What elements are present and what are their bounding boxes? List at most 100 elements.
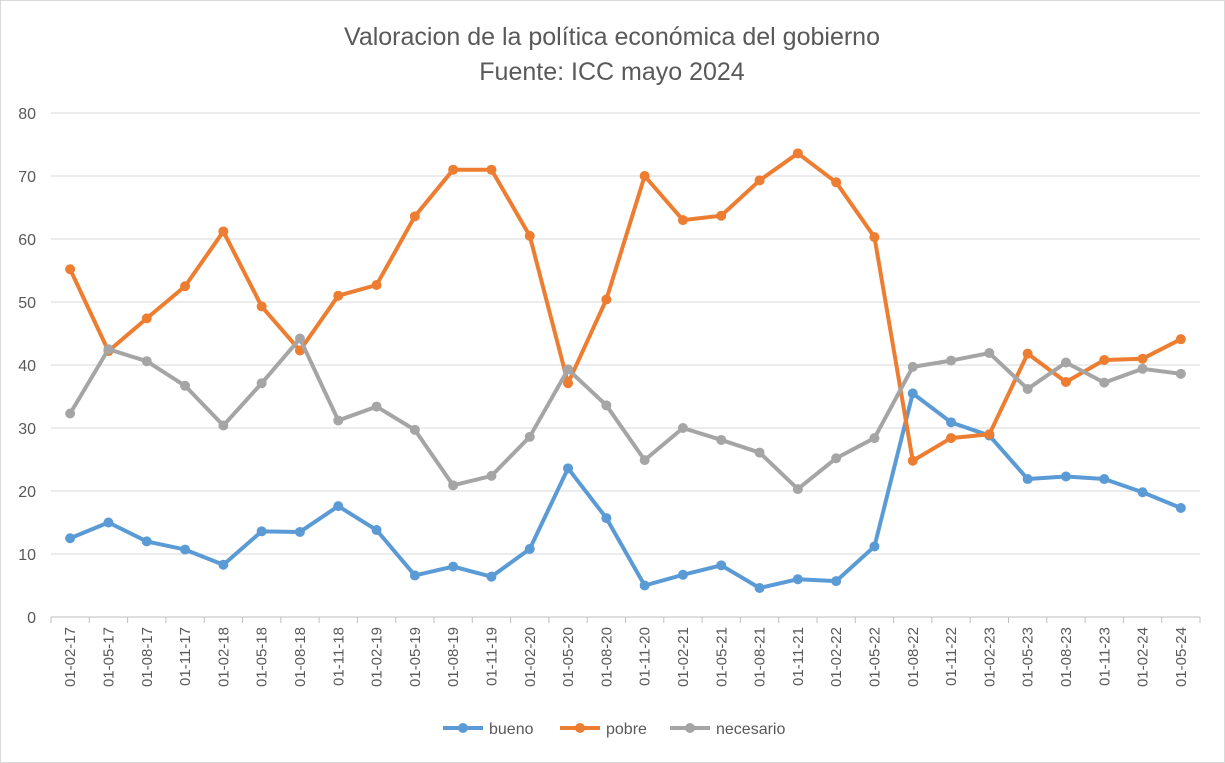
x-tick-label: 01-11-19 — [483, 627, 500, 686]
x-tick-label: 01-02-19 — [369, 627, 386, 687]
data-point — [984, 348, 995, 359]
legend-label: pobre — [606, 721, 647, 738]
data-point — [256, 526, 267, 537]
x-tick-label: 01-02-21 — [675, 627, 692, 687]
data-point — [141, 536, 152, 547]
data-point — [754, 447, 765, 458]
data-point — [563, 463, 574, 474]
x-tick-label: 01-11-20 — [637, 627, 654, 686]
data-point — [601, 294, 612, 305]
y-tick-label: 50 — [18, 295, 36, 312]
legend-marker — [685, 723, 695, 733]
data-point — [907, 388, 918, 399]
data-point — [180, 380, 191, 391]
data-point — [1060, 377, 1071, 388]
x-tick-label: 01-02-22 — [828, 627, 845, 687]
data-point — [601, 400, 612, 411]
x-tick-label: 01-11-22 — [943, 627, 960, 686]
x-tick-label: 01-08-22 — [905, 627, 922, 687]
x-tick-label: 01-05-17 — [100, 627, 117, 687]
data-point — [180, 281, 191, 292]
legend-label: bueno — [489, 721, 534, 738]
data-point — [371, 401, 382, 412]
data-point — [256, 301, 267, 312]
data-point — [792, 574, 803, 585]
data-point — [792, 484, 803, 495]
y-tick-label: 20 — [18, 484, 36, 501]
data-point — [448, 480, 459, 491]
data-point — [103, 517, 114, 528]
series-line-pobre — [68, 151, 1183, 463]
x-tick-label: 01-05-22 — [866, 627, 883, 687]
data-point — [448, 164, 459, 175]
data-point — [409, 570, 420, 581]
data-point — [218, 226, 229, 237]
x-tick-label: 01-05-24 — [1173, 627, 1190, 687]
chart-subtitle: Fuente: ICC mayo 2024 — [479, 58, 745, 86]
x-tick-label: 01-08-20 — [598, 627, 615, 687]
legend-item-pobre: pobre — [560, 721, 647, 738]
data-point — [524, 543, 535, 554]
data-point — [563, 364, 574, 375]
y-tick-label: 30 — [18, 421, 36, 438]
data-point — [486, 164, 497, 175]
legend: bueno pobre necesario — [443, 721, 785, 738]
data-point — [1099, 354, 1110, 365]
data-point — [1099, 377, 1110, 388]
y-tick-label: 10 — [18, 547, 36, 564]
series-lines — [65, 148, 1186, 594]
data-point — [831, 576, 842, 587]
data-point — [1099, 474, 1110, 485]
data-point — [1022, 474, 1033, 485]
x-axis-ticks: 01-02-17 01-05-17 01-08-17 01-11-17 01-02-18… — [62, 627, 1190, 687]
series-line-bueno — [68, 391, 1183, 591]
data-point — [677, 215, 688, 226]
gridlines — [50, 112, 1201, 623]
x-tick-label: 01-08-17 — [139, 627, 156, 687]
data-point — [946, 355, 957, 366]
data-point — [831, 453, 842, 464]
x-tick-label: 01-05-18 — [254, 627, 271, 687]
x-tick-label: 01-02-23 — [981, 627, 998, 687]
x-tick-label: 01-08-21 — [752, 627, 769, 687]
series-necesario — [65, 333, 1186, 495]
y-tick-label: 70 — [18, 169, 36, 186]
data-point — [677, 423, 688, 433]
data-point — [639, 171, 650, 181]
data-point — [1137, 487, 1148, 498]
x-tick-label: 01-02-20 — [522, 627, 539, 687]
data-point — [65, 264, 76, 275]
data-point — [907, 455, 918, 466]
data-point — [333, 290, 344, 301]
data-point — [754, 175, 765, 186]
data-point — [333, 501, 344, 512]
data-point — [141, 313, 152, 324]
data-point — [1137, 363, 1148, 374]
x-tick-label: 01-11-21 — [790, 627, 807, 686]
data-point — [1175, 368, 1186, 379]
x-tick-label: 01-11-23 — [1096, 627, 1113, 686]
data-point — [1022, 383, 1033, 394]
data-point — [294, 333, 305, 344]
data-point — [524, 431, 535, 442]
data-point — [563, 378, 574, 389]
data-point — [716, 210, 727, 221]
legend-item-necesario: necesario — [670, 721, 785, 738]
legend-item-bueno: bueno — [443, 721, 534, 738]
data-point — [946, 433, 957, 444]
data-point — [486, 470, 497, 481]
data-point — [639, 455, 650, 466]
data-point — [218, 420, 229, 431]
y-tick-label: 40 — [18, 358, 36, 375]
data-point — [601, 513, 612, 524]
data-point — [180, 544, 191, 555]
legend-marker — [458, 723, 468, 733]
data-point — [1060, 471, 1071, 482]
data-point — [141, 356, 152, 367]
data-point — [103, 344, 114, 355]
x-tick-label: 01-11-17 — [177, 627, 194, 686]
data-point — [524, 230, 535, 241]
data-point — [831, 177, 842, 188]
y-axis-ticks: 0 10 20 30 40 50 60 70 80 — [18, 106, 36, 627]
